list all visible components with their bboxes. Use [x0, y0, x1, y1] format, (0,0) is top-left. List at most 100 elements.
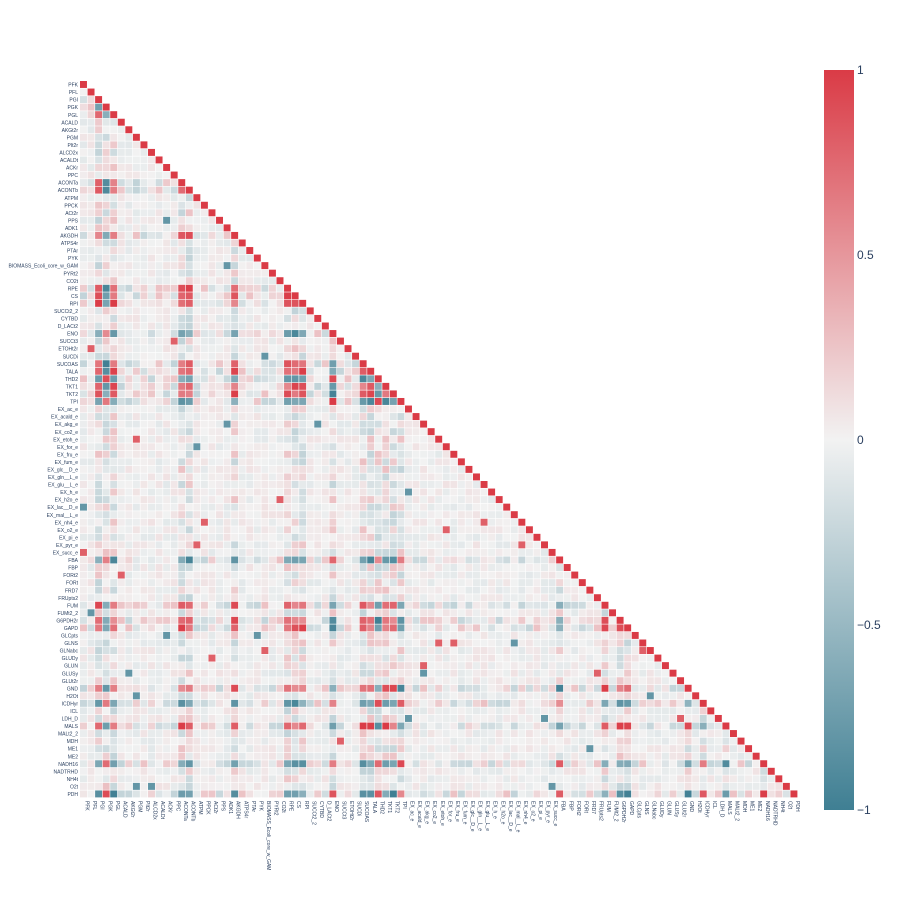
heatmap-cell — [276, 654, 284, 662]
heatmap-cell — [261, 526, 269, 534]
heatmap-cell — [117, 307, 125, 315]
heatmap-cell — [170, 201, 178, 209]
heatmap-cell — [669, 760, 677, 768]
heatmap-cell — [646, 654, 654, 662]
heatmap-cell — [208, 397, 216, 405]
heatmap-cell — [261, 511, 269, 519]
heatmap-cell — [563, 745, 571, 753]
heatmap-cell — [276, 330, 284, 338]
heatmap-cell — [95, 435, 103, 443]
heatmap-cell — [616, 699, 624, 707]
heatmap-cell — [208, 654, 216, 662]
y-tick-label: EX_succ_e — [53, 551, 79, 557]
heatmap-cell — [246, 382, 254, 390]
heatmap-cell — [677, 707, 685, 715]
heatmap-cell — [110, 594, 118, 602]
heatmap-cell — [178, 541, 186, 549]
heatmap-cell — [193, 337, 201, 345]
heatmap-cell — [253, 367, 261, 375]
heatmap-cell — [639, 790, 647, 798]
heatmap-cell — [306, 714, 314, 722]
heatmap-cell — [231, 684, 239, 692]
heatmap-cell — [661, 707, 669, 715]
y-tick-label: PFL — [69, 90, 78, 96]
heatmap-cell — [261, 631, 269, 639]
heatmap-cell — [246, 767, 254, 775]
heatmap-cell — [389, 692, 397, 700]
heatmap-cell — [148, 428, 155, 436]
heatmap-cell — [533, 745, 541, 753]
heatmap-cell — [231, 247, 239, 254]
heatmap-cell — [397, 616, 405, 624]
heatmap-cell — [102, 564, 110, 571]
heatmap-cell — [231, 586, 239, 594]
heatmap-cell — [238, 541, 246, 549]
heatmap-cell — [389, 428, 397, 436]
heatmap-cell — [246, 722, 254, 730]
heatmap-cell — [231, 714, 239, 722]
heatmap-cell — [284, 518, 292, 526]
heatmap-cell — [87, 420, 95, 428]
heatmap-cell — [412, 473, 420, 481]
heatmap-cell — [110, 405, 118, 413]
heatmap-cell — [102, 194, 110, 202]
heatmap-cell — [435, 518, 443, 526]
heatmap-cell — [329, 616, 337, 624]
heatmap-cell — [102, 352, 110, 360]
heatmap-cell — [533, 564, 541, 571]
heatmap-cell — [420, 526, 428, 534]
heatmap-cell — [291, 662, 299, 670]
heatmap-cell — [163, 194, 171, 202]
heatmap-cell — [699, 790, 707, 798]
heatmap-cell — [276, 767, 284, 775]
heatmap-cell — [442, 548, 450, 556]
heatmap-cell — [163, 247, 171, 254]
heatmap-cell — [208, 299, 216, 307]
heatmap-cell — [208, 428, 216, 436]
y-tick-label: ENO — [67, 332, 78, 338]
heatmap-cell — [95, 345, 103, 353]
heatmap-cell — [291, 556, 299, 564]
heatmap-cell — [261, 586, 269, 594]
heatmap-cell — [352, 352, 360, 360]
heatmap-cell — [87, 443, 95, 451]
heatmap-cell — [404, 473, 412, 481]
heatmap-cell — [216, 639, 223, 647]
heatmap-cell — [352, 465, 360, 473]
heatmap-cell — [246, 752, 254, 760]
heatmap-cell — [284, 299, 292, 307]
heatmap-cell — [178, 496, 186, 504]
heatmap-cell — [268, 699, 276, 707]
heatmap-cell — [374, 631, 382, 639]
heatmap-cell — [276, 775, 284, 783]
heatmap-cell — [95, 609, 103, 617]
heatmap-cell — [593, 594, 601, 602]
x-tick-label: GAPD — [628, 801, 634, 816]
heatmap-cell — [359, 647, 367, 654]
heatmap-cell — [389, 405, 397, 413]
heatmap-cell — [132, 730, 140, 738]
heatmap-cell — [646, 790, 654, 798]
heatmap-cell — [170, 397, 178, 405]
heatmap-cell — [268, 737, 276, 745]
heatmap-cell — [314, 375, 322, 383]
heatmap-cell — [253, 571, 261, 579]
heatmap-cell — [397, 533, 405, 541]
heatmap-cell — [488, 707, 496, 715]
heatmap-cell — [117, 556, 125, 564]
heatmap-cell — [631, 647, 639, 654]
heatmap-cell — [563, 624, 571, 632]
heatmap-cell — [216, 307, 223, 315]
heatmap-cell — [246, 533, 254, 541]
heatmap-cell — [412, 579, 420, 587]
heatmap-cell — [268, 413, 276, 421]
heatmap-cell — [299, 616, 307, 624]
heatmap-cell — [389, 684, 397, 692]
heatmap-cell — [639, 722, 647, 730]
heatmap-cell — [420, 647, 428, 654]
heatmap-cell — [563, 662, 571, 670]
heatmap-cell — [216, 322, 223, 330]
heatmap-cell — [692, 699, 700, 707]
heatmap-cell — [495, 594, 503, 602]
heatmap-cell — [420, 662, 428, 670]
